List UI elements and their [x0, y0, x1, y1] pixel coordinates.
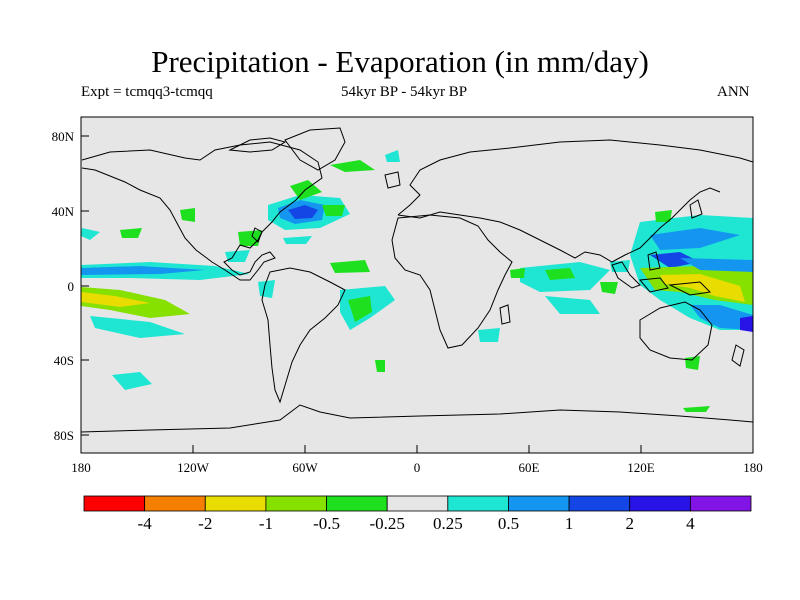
colorbar-swatch	[265, 495, 327, 512]
lon-tick-label: 120W	[177, 460, 210, 475]
colorbar-label: -0.25	[369, 514, 404, 533]
coastline	[689, 199, 703, 219]
lon-tick-label: 120E	[627, 460, 655, 475]
lat-tick-label: 80N	[52, 129, 75, 144]
anomaly-region	[225, 250, 250, 262]
lat-tick-label: 40S	[54, 353, 74, 368]
anomaly-region	[545, 296, 600, 314]
lon-tick-label: 180	[71, 460, 91, 475]
colorbar-swatch	[326, 495, 388, 512]
season-label: ANN	[717, 84, 750, 100]
coastline	[80, 404, 754, 433]
lon-tick-label: 60W	[292, 460, 318, 475]
anomaly-region	[600, 282, 618, 294]
lon-tick-label: 180	[743, 460, 763, 475]
coastline	[81, 141, 323, 281]
anomaly-region	[120, 228, 142, 238]
map-title: Precipitation - Evaporation (in mm/day)	[151, 44, 649, 79]
coastline	[391, 214, 513, 349]
coastline	[731, 344, 745, 367]
anomaly-shading	[81, 150, 753, 412]
colorbar-swatch	[689, 495, 752, 512]
colorbar-swatch	[204, 495, 267, 512]
anomaly-region	[238, 230, 262, 246]
colorbar-swatch	[144, 495, 206, 512]
colorbar-swatch	[447, 495, 509, 512]
colorbar-swatch	[508, 495, 570, 512]
anomaly-region	[478, 328, 500, 342]
anomaly-region	[545, 268, 575, 280]
anomaly-region	[90, 316, 185, 338]
anomaly-region	[650, 228, 740, 250]
anomaly-region	[258, 280, 275, 298]
anomaly-region	[288, 205, 318, 219]
coastline	[397, 139, 754, 216]
anomaly-region	[660, 274, 745, 302]
colorbar-label: -2	[198, 514, 212, 533]
colorbar-label: 0.25	[433, 514, 463, 533]
colorbar-swatch	[568, 495, 631, 512]
coastline	[384, 171, 401, 189]
anomaly-region	[510, 268, 525, 278]
anomaly-region	[180, 208, 195, 222]
anomaly-region	[283, 236, 312, 244]
lon-axis	[192, 445, 642, 453]
period-label: 54kyr BP - 54kyr BP	[341, 84, 468, 100]
coastline	[611, 261, 641, 289]
anomaly-region	[330, 160, 375, 172]
anomaly-region	[330, 260, 370, 273]
lat-tick-label: 40N	[52, 204, 75, 219]
colorbar-label: -4	[138, 514, 153, 533]
anomaly-region	[81, 228, 100, 240]
coastline	[251, 227, 263, 243]
coastline	[499, 304, 511, 325]
coastline	[639, 301, 713, 361]
anomaly-region	[348, 296, 372, 322]
colorbar-label: 4	[686, 514, 695, 533]
coastline	[647, 251, 661, 271]
colorbar: -4 -2 -1 -0.5 -0.25 0.25 0.5 1 2 4	[83, 495, 752, 533]
coastline	[284, 127, 346, 171]
lat-axis	[81, 135, 89, 436]
colorbar-swatch	[629, 495, 691, 512]
coastlines	[80, 127, 754, 433]
anomaly-region	[385, 150, 400, 162]
anomaly-region	[690, 305, 753, 330]
anomaly-region	[740, 316, 753, 332]
coastline	[397, 187, 721, 263]
colorbar-label: 1	[565, 514, 574, 533]
colorbar-label: 0.5	[498, 514, 519, 533]
anomaly-region	[680, 258, 753, 272]
colorbar-label: -0.5	[313, 514, 340, 533]
lon-tick-label: 60E	[519, 460, 540, 475]
anomaly-region	[81, 266, 205, 275]
anomaly-region	[112, 372, 152, 390]
colorbar-label: 2	[625, 514, 634, 533]
anomaly-region	[375, 360, 385, 372]
anomaly-region	[290, 180, 322, 200]
lat-tick-label: 80S	[54, 428, 74, 443]
anomaly-region	[322, 205, 345, 216]
experiment-label: Expt = tcmqq3-tcmqq	[81, 84, 213, 100]
anomaly-region	[683, 406, 710, 412]
anomaly-region	[685, 356, 700, 370]
colorbar-swatch	[386, 495, 449, 512]
anomaly-region	[655, 210, 672, 222]
colorbar-label: -1	[259, 514, 273, 533]
coastline	[639, 277, 669, 293]
colorbar-swatch	[83, 495, 146, 512]
anomaly-region	[610, 260, 630, 272]
coastline	[228, 137, 287, 153]
anomaly-region	[81, 292, 150, 307]
lat-tick-label: 0	[68, 279, 75, 294]
anomaly-region	[650, 252, 700, 268]
coastline	[261, 267, 346, 404]
coastline	[668, 281, 712, 296]
lon-tick-label: 0	[414, 460, 421, 475]
